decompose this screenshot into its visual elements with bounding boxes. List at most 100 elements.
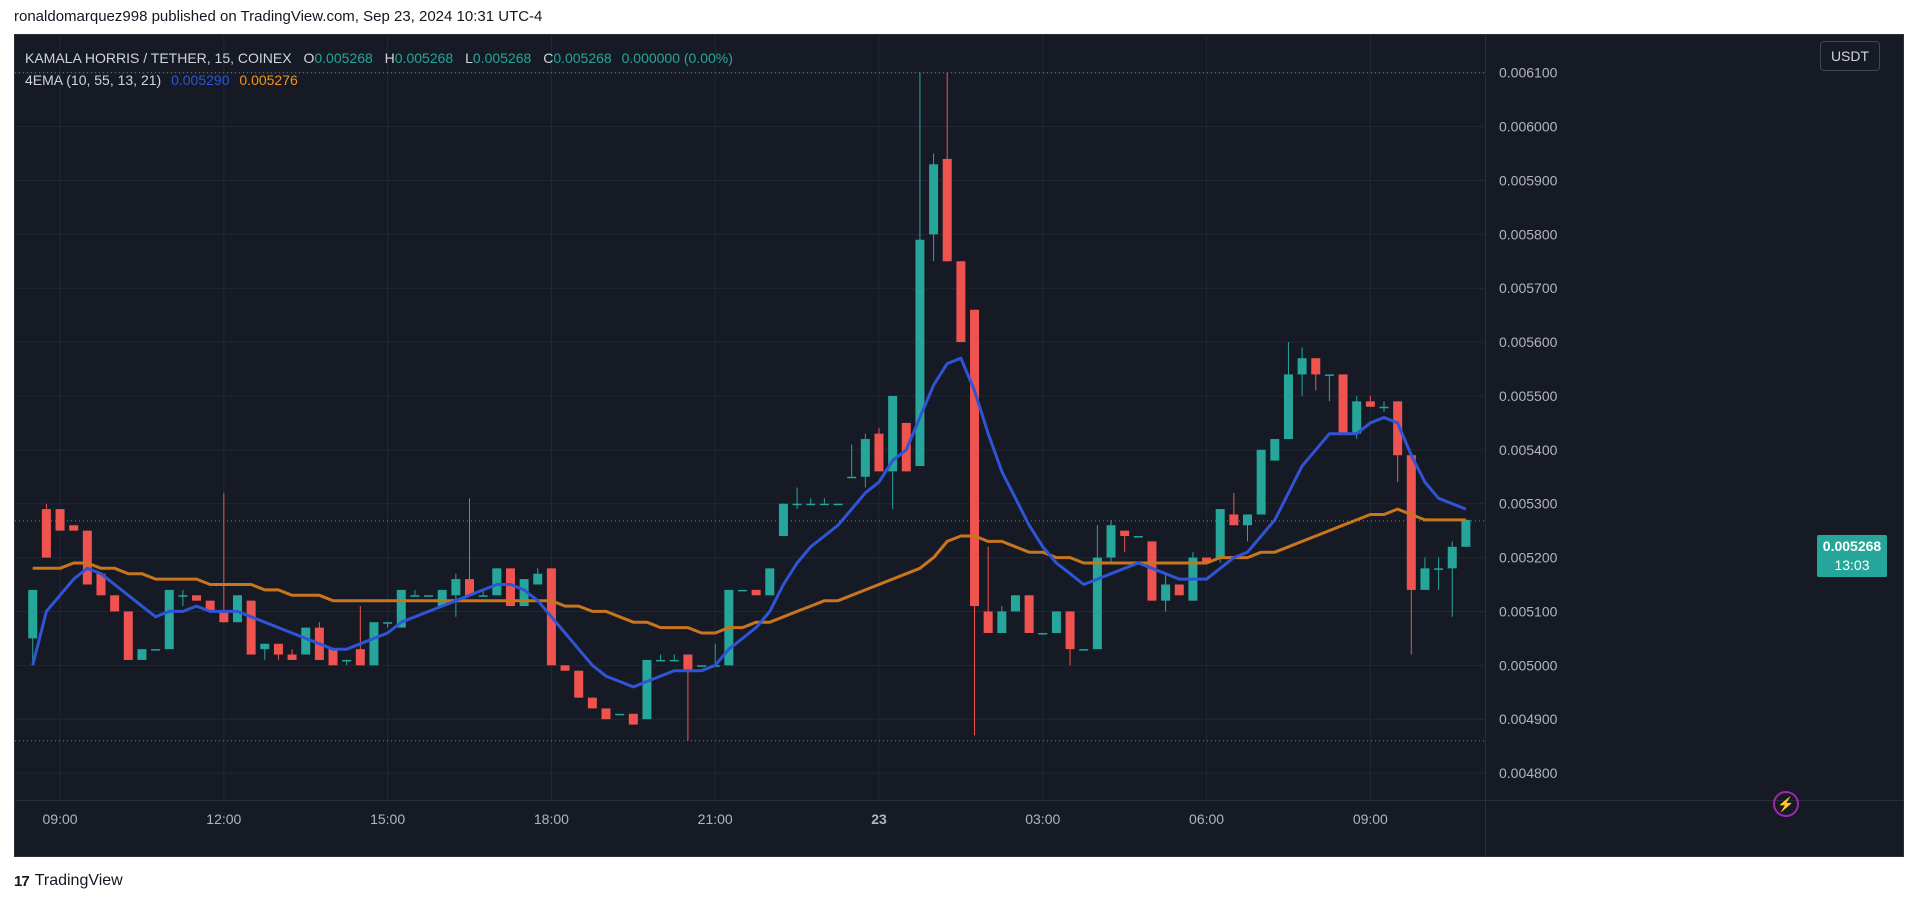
candle-body [1202,557,1212,563]
candle-body [615,713,625,716]
candle-body [28,589,38,639]
candle [55,509,65,531]
candle [451,573,461,617]
candle-body [1024,595,1034,633]
candle-body [819,503,829,506]
candlestick-chart[interactable]: 0.006100 0.006000 0.005900 0.005800 0.005700… [15,35,1903,856]
candle [751,589,761,596]
candle-body [956,261,966,343]
y-tick-label: 0.004800 [1499,765,1558,781]
grid-lines [15,35,1485,800]
candle-body [246,600,256,655]
last-price-tag: 0.005268 13:03 [1817,535,1887,577]
y-tick-label: 0.006000 [1499,119,1558,135]
candle [847,444,857,479]
candle [806,498,816,506]
candle-body [1379,406,1389,409]
candle [560,665,570,671]
candle-body [983,611,993,633]
candle [355,606,365,666]
candle [1024,595,1034,633]
candle [1133,536,1143,538]
candle [1406,455,1416,655]
candle [1051,611,1061,633]
candle [219,492,229,623]
currency-button[interactable]: USDT [1820,41,1880,71]
candle-body [328,649,338,666]
candle-body [1434,568,1444,570]
candle [1393,401,1403,483]
legend-open-label: O [303,50,315,66]
candle [82,530,92,585]
candle-body [1215,509,1225,558]
candle-body [1393,401,1403,456]
candle-body [929,164,939,235]
candle-body [874,433,884,472]
publish-header: ronaldomarquez998 published on TradingVi… [14,8,543,25]
candle [1174,584,1184,596]
candle [1215,509,1225,563]
x-tick-label: 03:00 [1025,811,1060,827]
candle-body [1420,568,1430,590]
tradingview-logo: 17 TradingView [14,872,123,890]
y-tick-label: 0.005400 [1499,442,1558,458]
y-tick-label: 0.005800 [1499,226,1558,242]
candle [151,649,161,651]
candle-body [41,509,51,558]
x-tick-label: 09:00 [1353,811,1388,827]
candle [342,659,352,666]
candle [1010,595,1020,612]
candle-body [1297,358,1307,375]
candle-body [1038,632,1048,635]
legend-high-label: H [384,50,395,66]
ema-slow-value: 0.005276 [239,72,298,88]
candle [874,428,884,472]
candle [1461,519,1471,547]
candle-body [519,579,529,607]
candle [1447,541,1457,617]
candle [1147,541,1157,601]
candle [942,72,952,262]
candle-body [110,595,120,612]
candle-body [342,659,352,662]
candle-body [833,503,843,506]
candle [383,622,393,628]
lightning-icon[interactable]: ⚡ [1773,791,1799,817]
range-lines [15,72,1485,742]
candle-body [123,611,133,660]
candle [888,395,898,510]
candle-body [205,600,215,612]
candle [123,611,133,660]
candle-body [587,697,597,709]
candle-body [1256,449,1266,515]
candle [778,503,788,537]
candle-body [437,589,447,607]
candle [1324,374,1334,402]
candle [656,654,666,662]
tradingview-logo-mark: 17 [14,872,30,890]
candle [1106,519,1116,563]
candle-body [533,573,543,585]
chart-frame[interactable]: 0.006100 0.006000 0.005900 0.005800 0.005700… [14,34,1904,857]
indicator-name[interactable]: 4EMA (10, 55, 13, 21) [25,72,162,88]
y-tick-label: 0.005300 [1499,496,1558,512]
candle [164,589,174,650]
x-tick-label: 06:00 [1189,811,1224,827]
candle-body [96,573,106,596]
candle-body [1079,649,1089,651]
candle [1365,395,1375,407]
x-tick-label: 12:00 [206,811,241,827]
candle-body [1092,557,1102,650]
legend-change-value: 0.000000 (0.00%) [621,50,733,66]
candle [137,649,147,660]
legend-high-value: 0.005268 [394,50,454,66]
candle-body [192,595,202,601]
candle [792,487,802,510]
candle [287,649,297,660]
x-tick-label: 09:00 [43,811,78,827]
candle-body [396,589,406,628]
candle-body [1174,584,1184,596]
candle [765,568,775,596]
candle-body [1324,374,1334,376]
candle-body [1352,401,1362,434]
